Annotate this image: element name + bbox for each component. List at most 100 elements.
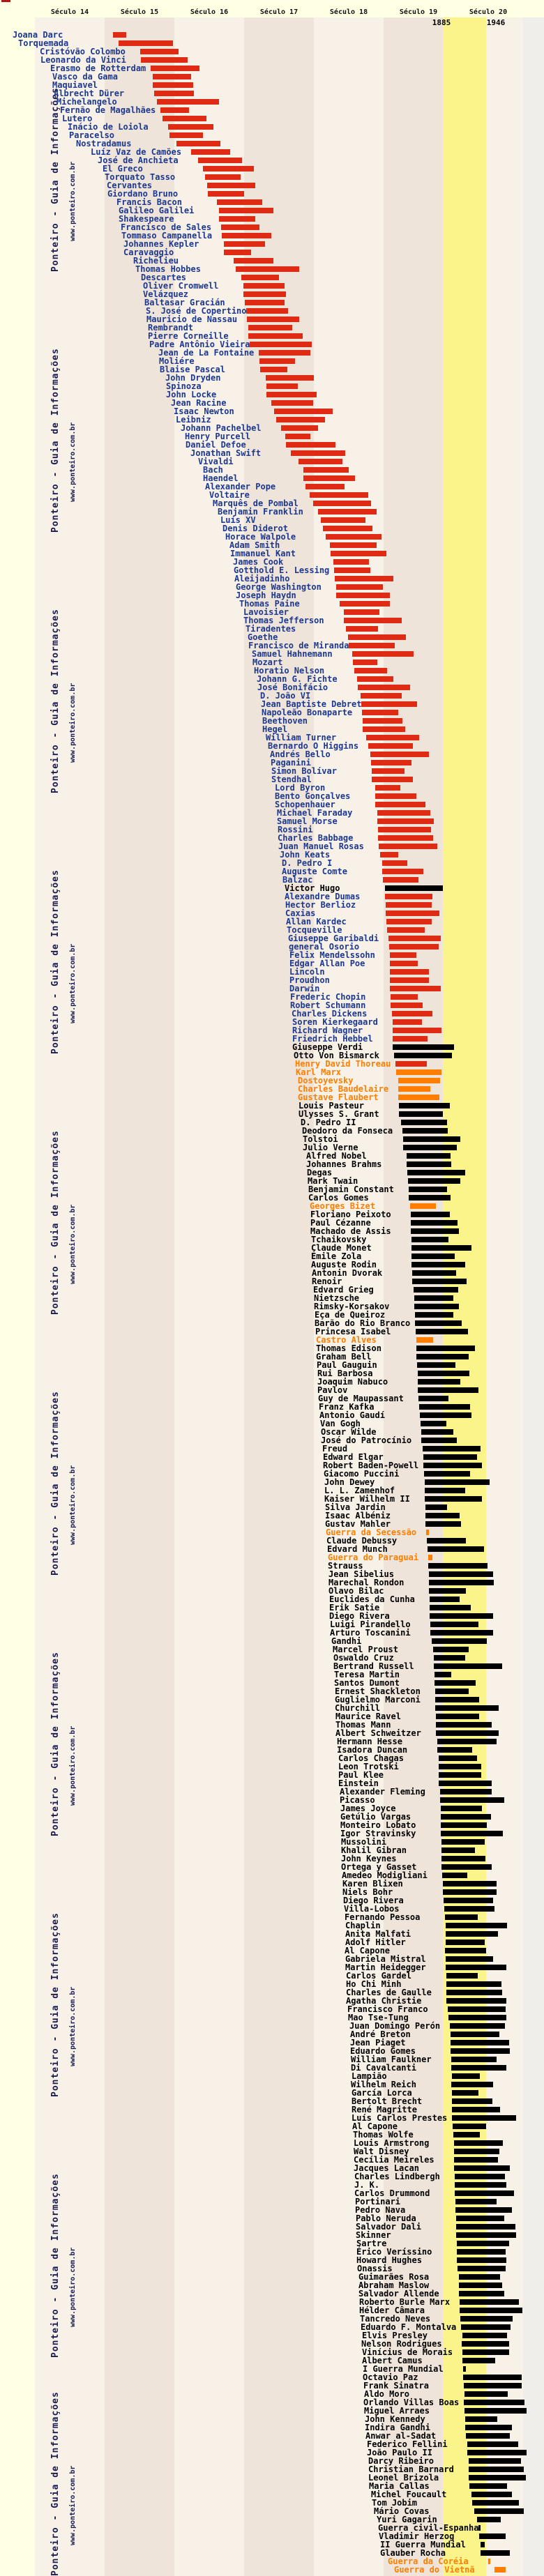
person-name: Leon Trotski: [338, 1762, 399, 1771]
timeline-row: Otto Von Bismarck: [0, 1051, 544, 1060]
person-name: Tolstoi: [303, 1134, 338, 1144]
lifespan-bar: [250, 342, 312, 347]
person-name: Mozart: [252, 657, 283, 667]
person-name[interactable]: Guerra do Paraguai: [328, 1553, 419, 1562]
person-name[interactable]: Guerra da Coréia: [388, 2556, 469, 2566]
lifespan-bar: [455, 2174, 505, 2179]
timeline-row: Johannes Kepler: [0, 240, 544, 248]
person-name: Roberto Burle Marx: [359, 2297, 451, 2307]
lifespan-bar: [411, 1220, 458, 1226]
person-name: Inácio de Loiola: [68, 122, 149, 132]
timeline-row: Benjamin Constant: [0, 1185, 544, 1194]
timeline-row: Bernardo O Higgins: [0, 742, 544, 750]
person-name: Cervantes: [107, 181, 153, 190]
timeline-row: Charles Dickens: [0, 1009, 544, 1018]
lifespan-bar: [440, 1797, 504, 1803]
lifespan-bar: [457, 2241, 509, 2246]
person-name: João Paulo II: [367, 2448, 432, 2457]
lifespan-bar: [375, 785, 400, 791]
timeline-row: Salvador Allende: [0, 2289, 544, 2298]
lifespan-bar: [456, 2232, 516, 2238]
timeline-row: Guy de Maupassant: [0, 1394, 544, 1403]
band-after-2000: [523, 17, 544, 2576]
lifespan-bar: [160, 107, 189, 113]
person-name[interactable]: Gustave Flaubert: [298, 1092, 379, 1102]
person-name: Napoleão Bonaparte: [262, 708, 353, 717]
timeline-row: Lincoln: [0, 968, 544, 976]
person-name: Joseph Haydn: [236, 590, 296, 600]
person-name[interactable]: Henry David Thoreau: [295, 1059, 391, 1069]
person-name[interactable]: Georges Bizet: [310, 1201, 375, 1211]
timeline-row: Leibniz: [0, 416, 544, 424]
lifespan-bar: [453, 2132, 480, 2137]
person-name: Sartre: [356, 2239, 387, 2248]
person-name: Richard Wagner: [292, 1026, 363, 1035]
axis-label-século-16: Século 16: [190, 8, 229, 16]
lifespan-bar: [456, 2216, 504, 2221]
person-name: Strauss: [328, 1561, 363, 1571]
timeline-row: Henry David Thoreau: [0, 1060, 544, 1068]
timeline-row: Jacques Lacan: [0, 2164, 544, 2172]
timeline-row: Thomas Mann: [0, 1721, 544, 1729]
person-name: Lutero: [62, 114, 93, 123]
lifespan-bar: [191, 149, 230, 155]
person-name[interactable]: Guerra do Vietnã: [394, 2565, 475, 2575]
person-name: Olavo Bilac: [328, 1586, 384, 1596]
timeline-row: Napoleão Bonaparte: [0, 708, 544, 717]
person-name: Adolf Hitler: [345, 1937, 406, 1947]
person-name[interactable]: Dostoyevsky: [298, 1076, 354, 1085]
lifespan-bar: [291, 450, 345, 456]
timeline-row: John Keynes: [0, 1854, 544, 1863]
person-name: Antonio Gaudí: [319, 1410, 385, 1420]
person-name: Anita Malfati: [345, 1929, 411, 1939]
timeline-row: Hector Berlioz: [0, 901, 544, 909]
timeline-row: José Bonifácio: [0, 683, 544, 692]
lifespan-bar: [176, 141, 220, 146]
person-name: Degas: [307, 1168, 333, 1178]
top-left-mark: [1, 0, 10, 2]
lifespan-bar: [366, 735, 419, 740]
timeline-row: Roberto Burle Marx: [0, 2298, 544, 2306]
timeline-row: Adolf Hitler: [0, 1938, 544, 1946]
timeline-row: Ortega y Gasset: [0, 1863, 544, 1871]
timeline-row: Tancredo Neves: [0, 2315, 544, 2323]
person-name[interactable]: Karl Marx: [296, 1067, 342, 1077]
person-name: Jean Racine: [171, 398, 227, 408]
lifespan-bar: [455, 2190, 514, 2196]
lifespan-bar: [441, 1814, 491, 1820]
lifespan-bar: [198, 158, 242, 163]
lifespan-bar: [407, 1153, 451, 1159]
lifespan-bar: [336, 593, 390, 598]
person-name: Nelson Rodrigues: [361, 2339, 442, 2349]
person-name: Teresa Martin: [334, 1670, 400, 1679]
lifespan-bar: [425, 1513, 460, 1518]
timeline-row: Balzac: [0, 876, 544, 884]
lifespan-bar: [425, 1504, 447, 1510]
timeline-row: Francis Bacon: [0, 198, 544, 206]
person-name: Aleijadinho: [234, 574, 290, 584]
timeline-row: Gandhi: [0, 1637, 544, 1645]
person-name: Carlos Drummond: [354, 2188, 430, 2198]
lifespan-bar: [440, 1789, 492, 1794]
lifespan-bar: [428, 1555, 432, 1560]
person-name: Horatio Nelson: [254, 666, 325, 676]
lifespan-bar: [421, 1421, 446, 1426]
timeline-row: Maria Callas: [0, 2482, 544, 2490]
lifespan-bar: [446, 1923, 507, 1928]
lifespan-bar: [391, 994, 418, 1000]
person-name[interactable]: Guerra da Secessão: [326, 1527, 417, 1537]
person-name[interactable]: Charles Baudelaire: [298, 1084, 389, 1094]
timeline-row: Tom Jobim: [0, 2499, 544, 2507]
lifespan-bar: [323, 526, 372, 531]
person-name: Torquato Tasso: [105, 172, 176, 182]
person-name: Galileo Galilei: [119, 206, 195, 215]
person-name: Francis Bacon: [116, 197, 182, 207]
person-name: Vasco da Gama: [52, 72, 118, 82]
person-name[interactable]: Castro Alves: [316, 1335, 377, 1345]
person-name: Vinícius de Morais: [362, 2347, 453, 2357]
timeline-row: Edvard Munch: [0, 1545, 544, 1553]
person-name: Niels Bohr: [342, 1887, 393, 1897]
lifespan-bar: [429, 1571, 493, 1577]
person-name: José de Anchieta: [98, 155, 179, 165]
lifespan-bar: [437, 1747, 472, 1753]
